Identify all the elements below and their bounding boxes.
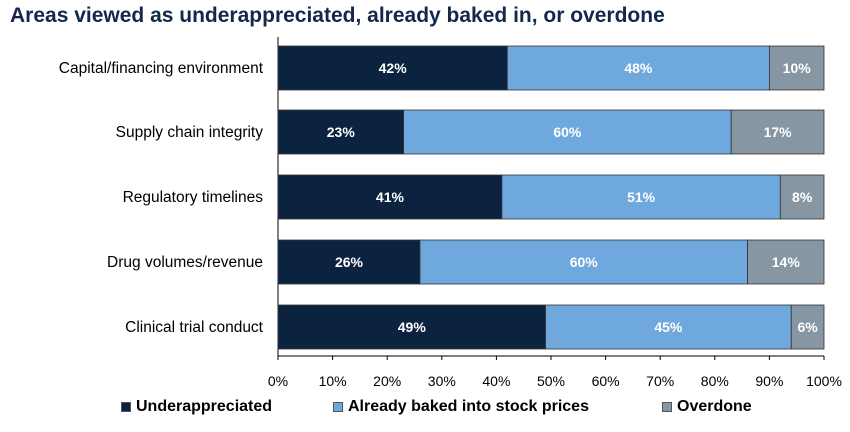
legend-label: Underappreciated [136,398,273,415]
data-label: 41% [376,189,405,205]
x-tick-label: 80% [701,373,729,389]
x-tick-label: 70% [646,373,674,389]
data-label: 60% [553,124,582,140]
category-label: Supply chain integrity [116,124,264,141]
x-tick-label: 90% [755,373,783,389]
x-tick-label: 40% [482,373,510,389]
data-label: 48% [624,60,653,76]
data-label: 26% [335,254,364,270]
chart-title: Areas viewed as underappreciated, alread… [10,4,665,27]
legend-item: Already baked into stock prices [333,398,589,416]
bar-segment [277,45,508,91]
legend-label: Already baked into stock prices [348,398,589,415]
x-tick-label: 100% [806,373,842,389]
bar-segment [277,174,503,220]
legend-item: Underappreciated [121,398,272,416]
bar-segment [747,239,825,285]
bar-segment [730,109,825,155]
legend-swatch [333,402,343,412]
data-label: 45% [654,319,683,335]
bar-segment [277,304,546,350]
x-tick-label: 50% [537,373,565,389]
legend-swatch [121,402,131,412]
data-label: 8% [792,189,813,205]
bar-segment [769,45,825,91]
bar-segment [501,174,781,220]
x-tick-label: 30% [428,373,456,389]
data-label: 23% [327,124,356,140]
legend-label: Overdone [677,398,752,415]
x-tick-label: 10% [319,373,347,389]
data-label: 42% [379,60,408,76]
x-tick-label: 60% [592,373,620,389]
data-label: 60% [570,254,599,270]
bar-segment [779,174,825,220]
category-label: Capital/financing environment [59,60,264,77]
bar-segment [790,304,825,350]
stacked-bar-chart: Capital/financing environment 42% 48% 10% Su… [59,37,842,389]
data-label: 14% [772,254,801,270]
bar-segment [277,239,421,285]
legend-item: Overdone [662,398,752,416]
data-label: 17% [764,124,793,140]
x-tick-label: 0% [268,373,288,389]
data-label: 10% [783,60,812,76]
x-tick-label: 20% [373,373,401,389]
data-label: 51% [627,189,656,205]
data-label: 49% [398,319,427,335]
bar-segment [506,45,770,91]
category-label: Drug volumes/revenue [107,254,263,271]
bar-segment [545,304,792,350]
category-label: Regulatory timelines [123,189,264,206]
category-label: Clinical trial conduct [125,319,264,336]
legend-swatch [662,402,672,412]
data-label: 6% [798,319,819,335]
